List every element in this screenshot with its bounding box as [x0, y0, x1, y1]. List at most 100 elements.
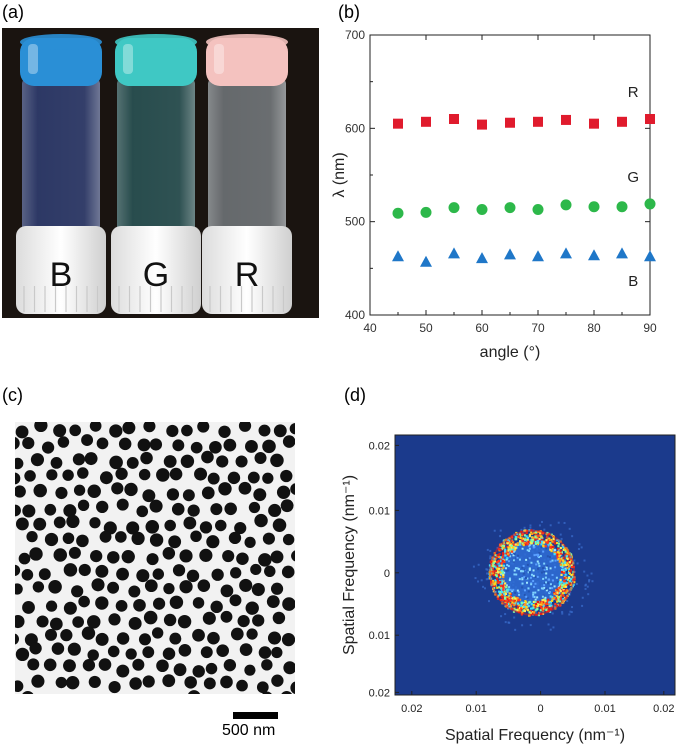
particle-dot: [218, 482, 232, 496]
fft-y-axis-label: Spatial Frequency (nm⁻¹): [341, 475, 358, 655]
particle-dot: [188, 690, 201, 694]
particle-dot: [60, 629, 73, 642]
particle-dot: [187, 504, 200, 517]
particle-dot: [248, 501, 261, 514]
particle-dot: [140, 451, 153, 465]
particle-dot: [89, 517, 101, 529]
particle-dot: [143, 422, 156, 433]
sem-micrograph: [15, 422, 295, 694]
particle-dot: [121, 550, 135, 564]
particle-dot: [282, 597, 295, 611]
data-point-b: [532, 250, 544, 262]
particle-dot: [190, 530, 202, 543]
particle-dot: [129, 677, 142, 690]
particle-dot: [282, 533, 295, 546]
particle-dot: [63, 659, 76, 673]
particle-dot: [258, 424, 271, 437]
particle-dot: [15, 485, 26, 498]
particle-dot: [62, 469, 74, 481]
particle-dot: [172, 564, 186, 577]
particle-dot: [116, 498, 129, 511]
wavelength-vs-angle-chart: 40 50 60 70 80 90 400 500 600 700 angle (°) λ (nm) R…: [331, 28, 657, 361]
particle-dot: [15, 517, 29, 531]
y-tick-label: 500: [345, 215, 365, 229]
particle-dot: [107, 645, 120, 658]
particle-dot: [238, 481, 252, 495]
particle-dot: [142, 646, 155, 659]
particle-dot: [207, 472, 220, 485]
particle-dot: [169, 632, 182, 645]
particle-dot: [36, 615, 49, 628]
fft-y-tick-label: 0.02: [369, 687, 390, 699]
vial-letter: B: [50, 256, 73, 294]
particle-dot: [15, 425, 29, 439]
particle-dot: [95, 596, 109, 610]
particle-dot: [203, 677, 216, 690]
particle-dot: [108, 613, 121, 626]
particle-dot: [125, 648, 137, 660]
particle-dot: [169, 595, 184, 610]
particle-dot: [142, 489, 156, 503]
particle-dot: [163, 613, 177, 627]
particle-dot: [95, 632, 109, 646]
particle-dot: [190, 441, 203, 454]
data-point-b: [448, 247, 460, 259]
particle-dot: [283, 661, 295, 675]
particle-dot: [116, 567, 129, 581]
data-point-r: [505, 117, 515, 128]
particle-dot: [290, 681, 295, 694]
particle-dot: [57, 436, 70, 448]
particle-dot: [108, 680, 121, 694]
x-tick-label: 50: [419, 321, 433, 335]
particle-dot: [280, 499, 294, 513]
particle-dot: [254, 452, 267, 465]
panel-label-d: (d): [344, 385, 366, 405]
particle-dot: [179, 580, 193, 594]
particle-dot: [53, 548, 68, 562]
fft-x-tick-label: 0.01: [465, 703, 486, 715]
particle-dot: [66, 676, 80, 690]
particle-dot: [168, 535, 182, 549]
vial-cap: [111, 226, 201, 314]
data-point-g: [392, 207, 404, 219]
particle-dot: [99, 530, 112, 543]
particle-dot: [87, 615, 101, 629]
particle-dot: [152, 568, 165, 580]
particle-dot: [72, 616, 84, 628]
particle-dot: [192, 597, 205, 609]
particle-dot: [156, 659, 169, 673]
data-point-g: [644, 198, 656, 210]
vial-color-band: [20, 38, 102, 86]
data-point-r: [449, 114, 459, 124]
fft-y-tick-label: 0.01: [369, 630, 390, 642]
x-tick-label: 40: [363, 321, 377, 335]
fft-y-tick-label: 0.02: [369, 440, 390, 452]
series-label-r: R: [628, 84, 639, 101]
particle-dot: [77, 467, 89, 479]
panel-label-c: (c): [2, 385, 23, 405]
particle-dot: [220, 610, 233, 623]
particle-dot: [169, 467, 183, 481]
data-point-g: [476, 204, 488, 216]
data-point-g: [448, 202, 460, 214]
particle-dot: [209, 440, 222, 454]
fft-frame: [394, 434, 676, 696]
particle-dot: [239, 643, 253, 656]
particle-dot: [254, 513, 268, 528]
data-point-r: [421, 116, 431, 127]
particle-dot: [44, 532, 59, 547]
data-point-g: [420, 206, 432, 218]
particle-dot: [81, 434, 94, 447]
particle-dot: [138, 468, 151, 481]
panel-label-a: (a): [2, 2, 24, 22]
particle-dot: [138, 633, 152, 646]
particle-dot: [234, 521, 247, 535]
particle-dot: [272, 518, 287, 532]
particle-dot: [237, 614, 250, 628]
particle-dot: [109, 455, 123, 470]
particle-dot: [44, 503, 57, 516]
particle-dot: [41, 441, 55, 454]
particle-dot: [22, 504, 36, 518]
particle-dot: [266, 595, 280, 609]
particle-dot: [15, 504, 21, 517]
